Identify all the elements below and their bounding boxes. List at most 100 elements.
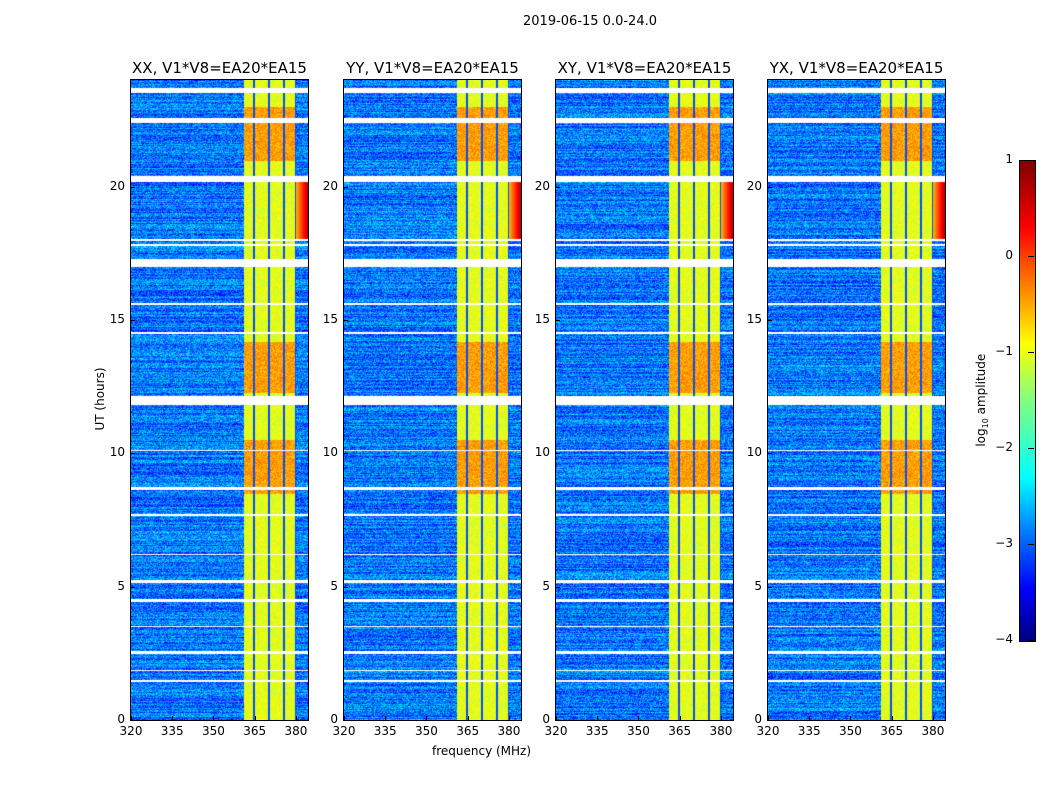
heatmap-image — [768, 80, 945, 720]
x-tick-mark — [295, 716, 297, 720]
colorbar-tick-label: −1 — [995, 344, 1013, 358]
x-axis-label: frequency (MHz) — [432, 744, 532, 758]
heatmap-image — [556, 80, 733, 720]
y-tick-mark — [768, 720, 772, 721]
panel-title: XY, V1*V8=EA20*EA15 — [557, 59, 732, 77]
y-tick-mark — [556, 586, 560, 588]
x-tick-mark — [131, 716, 132, 720]
y-tick-mark — [344, 453, 348, 455]
x-tick-label: 380 — [284, 724, 308, 738]
x-tick-label: 380 — [709, 724, 733, 738]
y-tick-label: 5 — [330, 578, 338, 593]
x-tick-mark — [556, 716, 557, 720]
colorbar-tick-label: −3 — [995, 536, 1013, 550]
panel-title: YX, V1*V8=EA20*EA15 — [769, 59, 944, 77]
y-tick-mark — [344, 586, 348, 588]
y-tick-label: 0 — [330, 712, 338, 726]
x-tick-mark — [679, 716, 681, 720]
x-tick-label: 380 — [921, 724, 945, 738]
y-tick-mark — [131, 320, 135, 321]
y-tick-label: 5 — [542, 578, 550, 593]
y-tick-mark — [556, 320, 560, 321]
y-tick-label: 10 — [322, 445, 338, 460]
y-tick-mark — [556, 453, 560, 455]
figure-title: 2019-06-15 0.0-24.0 — [523, 14, 657, 29]
x-tick-mark — [213, 716, 215, 720]
x-tick-mark — [768, 716, 769, 720]
x-tick-mark — [385, 716, 387, 720]
x-tick-label: 320 — [119, 724, 143, 738]
y-tick-mark — [556, 186, 560, 188]
y-tick-mark — [344, 186, 348, 188]
y-tick-label: 20 — [746, 178, 762, 193]
y-tick-label: 10 — [534, 445, 550, 460]
x-tick-mark — [891, 716, 893, 720]
heatmap-panel — [555, 79, 734, 721]
x-tick-mark — [597, 716, 599, 720]
y-tick-label: 0 — [542, 712, 550, 726]
y-tick-mark — [344, 720, 348, 721]
y-tick-mark — [556, 720, 560, 721]
x-tick-label: 335 — [160, 724, 184, 738]
y-axis-label: UT (hours) — [93, 367, 107, 431]
y-tick-mark — [131, 720, 135, 721]
colorbar-tick-mark — [1028, 544, 1034, 545]
heatmap-panel — [767, 79, 946, 721]
colorbar-tick-mark — [1028, 352, 1034, 353]
x-tick-mark — [638, 716, 640, 720]
y-tick-label: 10 — [109, 445, 125, 460]
y-tick-label: 0 — [754, 712, 762, 726]
x-tick-label: 365 — [243, 724, 267, 738]
y-tick-label: 0 — [117, 712, 125, 726]
colorbar-label: log10 amplitude — [973, 353, 991, 447]
y-tick-mark — [344, 320, 348, 321]
x-tick-label: 320 — [756, 724, 780, 738]
x-tick-label: 350 — [839, 724, 862, 738]
x-tick-mark — [467, 716, 469, 720]
x-tick-label: 350 — [202, 724, 225, 738]
y-tick-label: 10 — [746, 445, 762, 460]
x-tick-label: 320 — [332, 724, 356, 738]
y-tick-label: 5 — [754, 578, 762, 593]
y-tick-mark — [768, 186, 772, 188]
x-tick-label: 365 — [668, 724, 692, 738]
x-tick-mark — [172, 716, 174, 720]
y-tick-label: 15 — [322, 312, 338, 326]
y-tick-label: 20 — [534, 178, 550, 193]
colorbar-tick-label: 0 — [1005, 248, 1013, 262]
x-tick-mark — [508, 716, 510, 720]
colorbar-tick-mark — [1028, 256, 1034, 257]
heatmap-panel — [130, 79, 309, 721]
heatmap-image — [131, 80, 308, 720]
y-tick-label: 5 — [117, 578, 125, 593]
colorbar-tick-label: 1 — [1005, 152, 1013, 166]
colorbar-tick-label: −4 — [995, 632, 1013, 646]
y-tick-mark — [768, 320, 772, 321]
x-tick-mark — [344, 716, 345, 720]
y-tick-mark — [131, 586, 135, 588]
x-tick-label: 380 — [497, 724, 521, 738]
x-tick-label: 335 — [797, 724, 821, 738]
x-tick-mark — [932, 716, 934, 720]
x-tick-label: 350 — [415, 724, 438, 738]
x-tick-label: 335 — [373, 724, 397, 738]
y-tick-label: 20 — [322, 178, 338, 193]
x-tick-mark — [720, 716, 722, 720]
x-tick-mark — [426, 716, 428, 720]
panel-title: XX, V1*V8=EA20*EA15 — [132, 59, 307, 77]
colorbar-tick-mark — [1028, 160, 1034, 161]
y-tick-mark — [131, 453, 135, 455]
heatmap-panel — [343, 79, 522, 721]
x-tick-label: 365 — [456, 724, 480, 738]
y-tick-mark — [768, 586, 772, 588]
x-tick-label: 365 — [880, 724, 904, 738]
panel-title: YY, V1*V8=EA20*EA15 — [346, 59, 519, 77]
y-tick-mark — [131, 186, 135, 188]
x-tick-label: 335 — [585, 724, 609, 738]
colorbar-tick-mark — [1028, 640, 1034, 641]
y-tick-mark — [768, 453, 772, 455]
x-tick-mark — [254, 716, 256, 720]
colorbar-tick-label: −2 — [995, 440, 1013, 454]
y-tick-label: 15 — [534, 312, 550, 326]
